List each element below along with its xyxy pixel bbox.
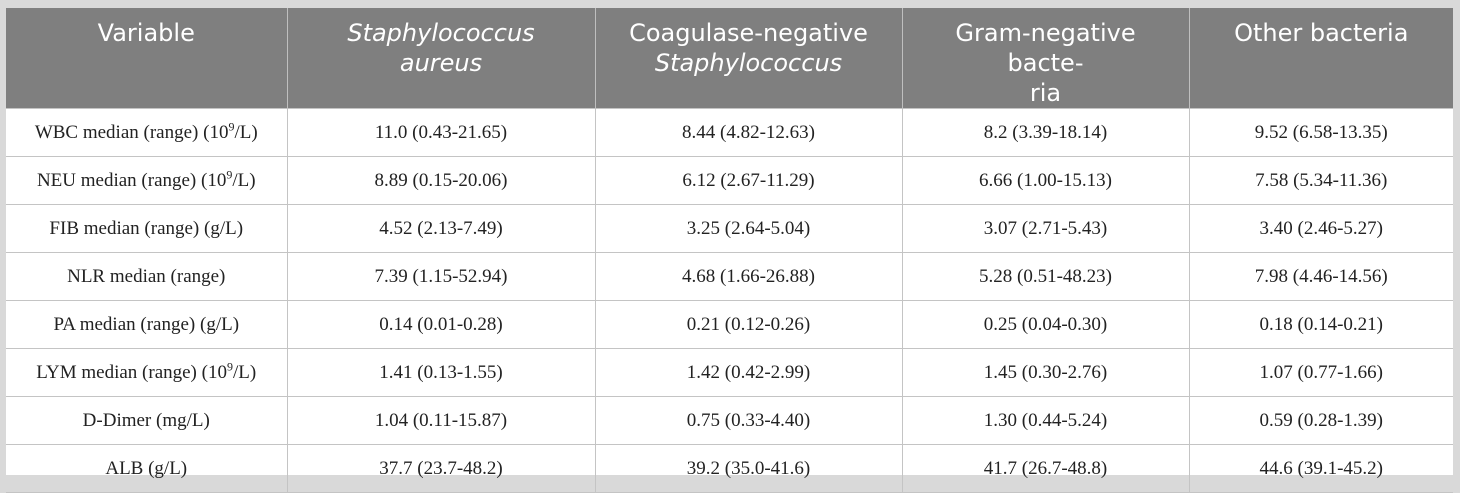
table-cell: 0.18 (0.14-0.21) [1188, 300, 1453, 349]
header-staphylococcus-aureus: Staphylococcus aureus [286, 8, 595, 109]
table-cell: 37.7 (23.7-48.2) [286, 444, 595, 493]
table-row: LYM median (range) (109/L) 1.41 (0.13-1.5… [6, 348, 1453, 397]
table-cell: 1.45 (0.30-2.76) [901, 348, 1189, 397]
table-cell: 1.41 (0.13-1.55) [286, 348, 595, 397]
header-other-bacteria: Other bacteria [1188, 8, 1453, 109]
table-cell: 41.7 (26.7-48.8) [901, 444, 1189, 493]
table-row: FIB median (range) (g/L) 4.52 (2.13-7.49)… [6, 204, 1453, 253]
table-row: NLR median (range) 7.39 (1.15-52.94) 4.68 … [6, 252, 1453, 301]
table-cell: 0.59 (0.28-1.39) [1188, 396, 1453, 445]
table-cell: 3.25 (2.64-5.04) [594, 204, 902, 253]
row-label: LYM median (range) (109/L) [6, 348, 287, 397]
table-row: NEU median (range) (109/L) 8.89 (0.15-20.… [6, 156, 1453, 205]
row-label: D-Dimer (mg/L) [6, 396, 287, 445]
row-label: FIB median (range) (g/L) [6, 204, 287, 253]
table-cell: 3.07 (2.71-5.43) [901, 204, 1189, 253]
header-variable: Variable [6, 8, 287, 109]
table-row: D-Dimer (mg/L) 1.04 (0.11-15.87) 0.75 (0.3… [6, 396, 1453, 445]
row-label: NEU median (range) (109/L) [6, 156, 287, 205]
table-header: Variable Staphylococcus aureus Coagulase-… [6, 8, 1453, 109]
table-cell: 5.28 (0.51-48.23) [901, 252, 1189, 301]
table-cell: 1.07 (0.77-1.66) [1188, 348, 1453, 397]
table-cell: 7.39 (1.15-52.94) [286, 252, 595, 301]
table-row: ALB (g/L) 37.7 (23.7-48.2) 39.2 (35.0-41.6… [6, 444, 1453, 493]
row-label: PA median (range) (g/L) [6, 300, 287, 349]
table-cell: 44.6 (39.1-45.2) [1188, 444, 1453, 493]
table-cell: 0.75 (0.33-4.40) [594, 396, 902, 445]
row-label: ALB (g/L) [6, 444, 287, 493]
table-cell: 6.66 (1.00-15.13) [901, 156, 1189, 205]
table-row: WBC median (range) (109/L) 11.0 (0.43-21.… [6, 108, 1453, 157]
header-gram-negative-bacteria: Gram-negative bacte-ria [901, 8, 1189, 109]
table-cell: 8.89 (0.15-20.06) [286, 156, 595, 205]
row-label: NLR median (range) [6, 252, 287, 301]
table-frame: Variable Staphylococcus aureus Coagulase-… [6, 8, 1453, 493]
table-row: PA median (range) (g/L) 0.14 (0.01-0.28) 0… [6, 300, 1453, 349]
table-cell: 7.58 (5.34-11.36) [1188, 156, 1453, 205]
table-cell: 39.2 (35.0-41.6) [594, 444, 902, 493]
table-cell: 6.12 (2.67-11.29) [594, 156, 902, 205]
table-cell: 1.30 (0.44-5.24) [901, 396, 1189, 445]
table-cell: 8.44 (4.82-12.63) [594, 108, 902, 157]
table-cell: 4.68 (1.66-26.88) [594, 252, 902, 301]
header-row: Variable Staphylococcus aureus Coagulase-… [6, 8, 1453, 109]
table-body: WBC median (range) (109/L) 11.0 (0.43-21.… [6, 108, 1453, 493]
table-cell: 8.2 (3.39-18.14) [901, 108, 1189, 157]
table-cell: 0.25 (0.04-0.30) [901, 300, 1189, 349]
table-cell: 1.04 (0.11-15.87) [286, 396, 595, 445]
table-cell: 7.98 (4.46-14.56) [1188, 252, 1453, 301]
table-cell: 0.14 (0.01-0.28) [286, 300, 595, 349]
table-cell: 0.21 (0.12-0.26) [594, 300, 902, 349]
table-cell: 4.52 (2.13-7.49) [286, 204, 595, 253]
table-cell: 11.0 (0.43-21.65) [286, 108, 595, 157]
table-cell: 9.52 (6.58-13.35) [1188, 108, 1453, 157]
bacteria-variables-table: Variable Staphylococcus aureus Coagulase-… [6, 8, 1453, 493]
table-cell: 3.40 (2.46-5.27) [1188, 204, 1453, 253]
row-label: WBC median (range) (109/L) [6, 108, 287, 157]
table-cell: 1.42 (0.42-2.99) [594, 348, 902, 397]
header-coagulase-negative-staphylococcus: Coagulase-negative Staphylococcus [594, 8, 902, 109]
